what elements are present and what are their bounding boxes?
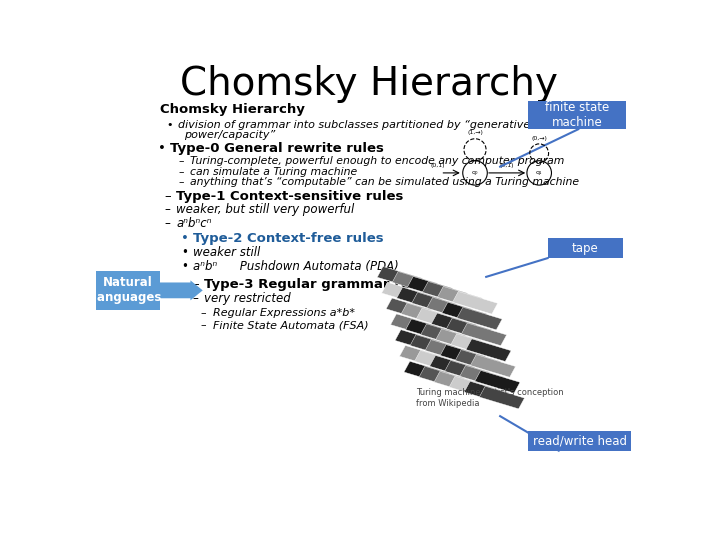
Bar bbox=[412, 292, 457, 315]
Bar bbox=[416, 308, 462, 330]
Bar bbox=[470, 355, 516, 377]
Bar bbox=[386, 298, 431, 321]
Bar bbox=[449, 376, 495, 399]
Bar bbox=[462, 323, 507, 346]
Text: read/write head: read/write head bbox=[533, 434, 626, 447]
Text: –: – bbox=[200, 321, 206, 330]
Text: (0,→): (0,→) bbox=[531, 137, 547, 141]
Bar bbox=[440, 345, 485, 367]
Text: –: – bbox=[164, 202, 170, 215]
Text: q₀: q₀ bbox=[472, 171, 478, 176]
Text: (1,→): (1,→) bbox=[467, 130, 483, 135]
Text: weaker, but still very powerful: weaker, but still very powerful bbox=[176, 202, 355, 215]
Text: •: • bbox=[158, 142, 166, 155]
Text: –: – bbox=[192, 292, 198, 305]
Text: Turing machine: artist's conception
from Wikipedia: Turing machine: artist's conception from… bbox=[416, 388, 564, 408]
Bar bbox=[474, 370, 520, 393]
Bar bbox=[452, 292, 498, 314]
Bar bbox=[419, 366, 464, 389]
Bar bbox=[442, 302, 487, 325]
Text: •: • bbox=[181, 260, 188, 273]
Bar bbox=[395, 330, 440, 352]
Bar bbox=[438, 286, 482, 309]
FancyBboxPatch shape bbox=[96, 271, 160, 310]
Text: Chomsky Hierarchy: Chomsky Hierarchy bbox=[160, 103, 305, 116]
Bar bbox=[377, 266, 423, 289]
Text: weaker still: weaker still bbox=[193, 246, 261, 259]
Text: Finite State Automata (FSA): Finite State Automata (FSA) bbox=[213, 321, 369, 330]
Bar bbox=[480, 386, 524, 409]
Text: Regular Expressions a*b*: Regular Expressions a*b* bbox=[213, 308, 355, 318]
Text: –: – bbox=[178, 167, 184, 177]
Bar bbox=[382, 282, 427, 305]
Text: Natural
languages: Natural languages bbox=[94, 276, 162, 305]
Text: –: – bbox=[178, 156, 184, 166]
Bar bbox=[401, 303, 446, 326]
Bar bbox=[404, 361, 449, 384]
FancyArrow shape bbox=[160, 280, 203, 300]
Bar bbox=[400, 346, 445, 368]
Bar bbox=[445, 360, 490, 383]
Text: tape: tape bbox=[572, 242, 598, 255]
Text: –: – bbox=[192, 278, 199, 291]
Bar bbox=[420, 324, 466, 347]
Text: q₁: q₁ bbox=[536, 171, 542, 176]
Text: –: – bbox=[164, 190, 171, 202]
Bar bbox=[446, 318, 492, 341]
Bar bbox=[436, 329, 481, 352]
Text: aⁿbⁿcⁿ: aⁿbⁿcⁿ bbox=[176, 217, 212, 230]
Bar bbox=[408, 276, 452, 299]
FancyBboxPatch shape bbox=[528, 431, 631, 451]
Text: Type-3 Regular grammar rules: Type-3 Regular grammar rules bbox=[204, 278, 432, 291]
Text: anything that’s “computable” can be simulated using a Turing machine: anything that’s “computable” can be simu… bbox=[190, 177, 580, 187]
Bar bbox=[405, 319, 451, 341]
Bar bbox=[426, 340, 470, 362]
Text: Type-1 Context-sensitive rules: Type-1 Context-sensitive rules bbox=[176, 190, 404, 202]
FancyBboxPatch shape bbox=[528, 101, 626, 129]
FancyBboxPatch shape bbox=[547, 238, 623, 258]
Bar bbox=[457, 307, 502, 330]
Text: –: – bbox=[164, 217, 170, 230]
Text: Type-2 Context-free rules: Type-2 Context-free rules bbox=[193, 232, 384, 245]
Bar bbox=[423, 281, 467, 304]
Text: –: – bbox=[200, 308, 206, 318]
Bar bbox=[427, 297, 472, 320]
Text: (0,1): (0,1) bbox=[500, 163, 514, 168]
Text: Turing-complete, powerful enough to encode any computer program: Turing-complete, powerful enough to enco… bbox=[190, 156, 564, 166]
Text: •: • bbox=[181, 232, 189, 245]
Text: aⁿbⁿ      Pushdown Automata (PDA): aⁿbⁿ Pushdown Automata (PDA) bbox=[193, 260, 399, 273]
Text: –: – bbox=[178, 177, 184, 187]
Bar bbox=[460, 366, 505, 388]
Bar bbox=[434, 372, 480, 394]
Bar bbox=[464, 381, 510, 404]
Bar bbox=[451, 334, 496, 356]
Bar bbox=[415, 350, 460, 373]
Text: (0,1): (0,1) bbox=[431, 163, 445, 168]
Text: finite state
machine: finite state machine bbox=[545, 101, 609, 129]
Text: •: • bbox=[166, 120, 172, 130]
Text: can simulate a Turing machine: can simulate a Turing machine bbox=[190, 167, 358, 177]
Bar bbox=[431, 313, 477, 336]
Bar bbox=[390, 314, 436, 336]
Text: Chomsky Hierarchy: Chomsky Hierarchy bbox=[180, 65, 558, 103]
Text: •: • bbox=[181, 246, 188, 259]
Text: division of grammar into subclasses partitioned by “generative: division of grammar into subclasses part… bbox=[178, 120, 531, 130]
Bar bbox=[392, 272, 438, 294]
Text: very restricted: very restricted bbox=[204, 292, 291, 305]
Bar bbox=[430, 355, 474, 378]
Bar bbox=[410, 335, 455, 357]
Text: power/capacity”: power/capacity” bbox=[184, 130, 275, 140]
Bar bbox=[397, 287, 442, 310]
Text: Type-0 General rewrite rules: Type-0 General rewrite rules bbox=[170, 142, 384, 155]
Bar bbox=[455, 349, 500, 372]
Bar bbox=[466, 339, 511, 361]
